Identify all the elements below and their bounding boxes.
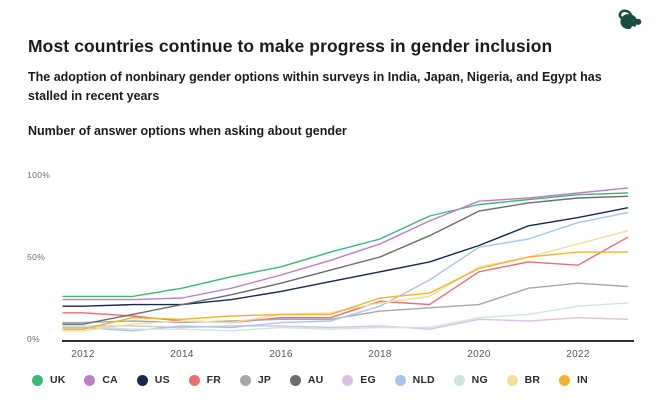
legend-label-us: US (154, 374, 170, 386)
series-line-au (62, 195, 629, 325)
series-line-in (62, 251, 629, 330)
legend-swatch-nld-icon (394, 374, 406, 386)
x-axis-tick-2012: 2012 (71, 349, 95, 360)
legend-item-in: IN (559, 374, 588, 386)
legend-item-ca: CA (84, 374, 118, 386)
surveymonkey-monkey-logo (614, 7, 642, 33)
page-subtitle: The adoption of nonbinary gender options… (28, 70, 602, 103)
legend-label-in: IN (577, 374, 588, 386)
x-axis-tick-2018: 2018 (368, 349, 392, 360)
x-axis-tick-2014: 2014 (170, 349, 194, 360)
legend-swatch-us-icon (136, 374, 148, 386)
series-line-jp (62, 282, 629, 324)
legend-swatch-eg-icon (342, 374, 354, 386)
y-axis-tick-100%: 100% (27, 170, 50, 180)
line-chart: 0% 50% 100% 2012 2014 2016 2018 2020 2022 (27, 170, 634, 360)
x-axis-tick-2016: 2016 (269, 349, 293, 360)
legend-label-ca: CA (102, 374, 118, 386)
y-axis-tick-0%: 0% (27, 334, 40, 344)
series-line-eg (62, 316, 629, 330)
x-axis-tick-2020: 2020 (467, 349, 491, 360)
legend-label-nld: NLD (412, 374, 435, 386)
legend-swatch-br-icon (506, 374, 518, 386)
legend-item-fr: FR (188, 374, 221, 386)
legend-label-eg: EG (360, 374, 376, 386)
legend-swatch-ng-icon (453, 374, 465, 386)
legend-swatch-fr-icon (188, 374, 200, 386)
legend-item-nld: NLD (394, 374, 435, 386)
series-line-ng (62, 302, 629, 332)
legend-item-us: US (136, 374, 170, 386)
legend-swatch-ca-icon (84, 374, 96, 386)
legend-item-eg: EG (342, 374, 376, 386)
series-line-ca (62, 187, 629, 301)
monkey-icon (618, 9, 642, 30)
series-line-fr (62, 236, 629, 324)
legend-item-uk: UK (32, 374, 66, 386)
legend-swatch-au-icon (289, 374, 301, 386)
legend-label-ng: NG (471, 374, 488, 386)
legend-label-uk: UK (50, 374, 66, 386)
page-title: Most countries continue to make progress… (28, 36, 553, 56)
y-axis-tick-50%: 50% (27, 252, 45, 262)
legend-label-br: BR (524, 374, 541, 386)
legend-label-jp: JP (257, 374, 272, 386)
legend-swatch-jp-icon (239, 374, 251, 386)
legend-swatch-uk-icon (32, 374, 43, 386)
legend-label-fr: FR (206, 374, 221, 386)
legend-item-au: AU (289, 374, 324, 386)
series-line-us (62, 207, 629, 307)
series-line-br (62, 230, 629, 332)
legend-label-au: AU (307, 374, 324, 386)
chart-legend: UK CA US FR JP AU EG NLD NG BR IN (32, 371, 588, 389)
series-line-uk (62, 192, 629, 298)
series-line-nld (62, 212, 629, 332)
legend-item-jp: JP (239, 374, 272, 386)
legend-item-br: BR (506, 374, 541, 386)
legend-item-ng: NG (453, 374, 488, 386)
legend-swatch-in-icon (559, 374, 571, 386)
chart-title: Number of answer options when asking abo… (28, 124, 347, 138)
x-axis-tick-2022: 2022 (566, 349, 590, 360)
